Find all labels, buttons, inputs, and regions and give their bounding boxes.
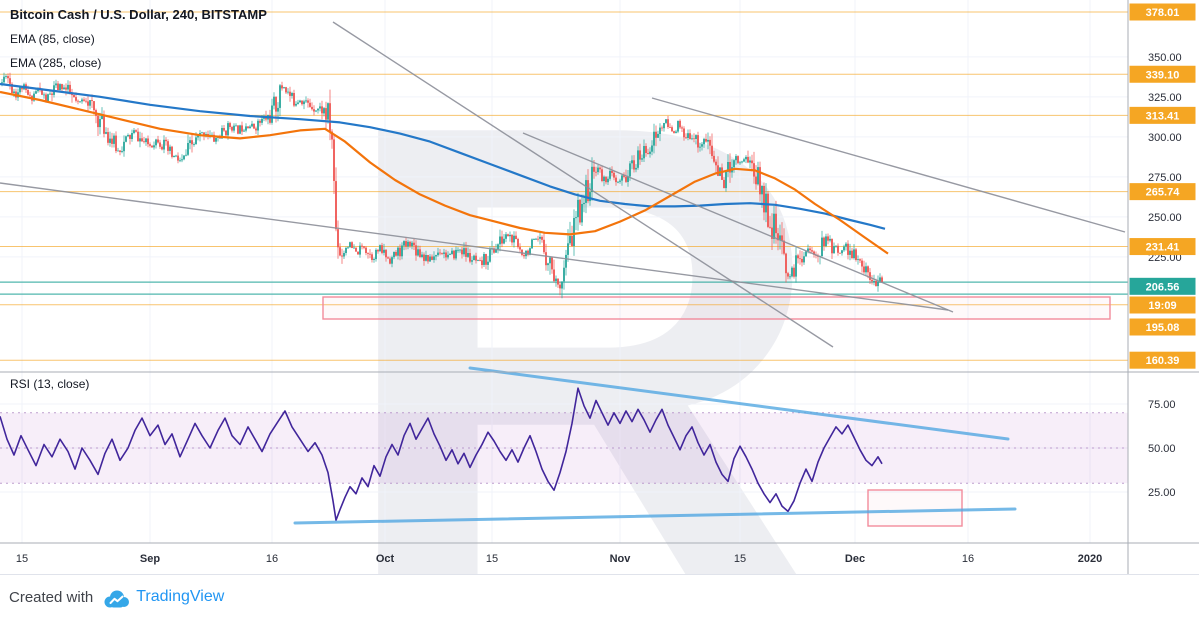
tradingview-cloud-logo-icon: [101, 588, 131, 609]
axis-tick-label: 350.00: [1148, 52, 1182, 64]
rsi-series: [0, 387, 883, 521]
svg-text:231.41: 231.41: [1146, 242, 1180, 254]
blue-trendlines[interactable]: [293, 366, 1017, 525]
level-price-label[interactable]: [1129, 318, 1196, 336]
chart-canvas[interactable]: 350.00325.00300.00275.00250.00225.0075.0…: [0, 0, 1199, 575]
time-axis-labels[interactable]: 15 Sep 16 Oct 15 Nov 15 Dec 16 2020: [16, 553, 1102, 565]
created-with-text: Created with: [9, 588, 94, 606]
candlestick-series: [1, 72, 883, 299]
gray-trendlines[interactable]: [0, 21, 1126, 348]
time-tick-label: Dec: [845, 553, 865, 565]
gridlines: [0, 0, 1128, 543]
time-tick-label: Sep: [140, 553, 160, 565]
level-price-label[interactable]: [1129, 183, 1196, 201]
svg-text:265.74: 265.74: [1146, 187, 1181, 199]
axis-tick-label: 250.00: [1148, 212, 1182, 224]
axis-tick-label: 75.00: [1148, 399, 1176, 411]
axis-tick-label: 325.00: [1148, 92, 1182, 104]
axis-tick-label: 50.00: [1148, 443, 1176, 455]
ema-85-line: [0, 90, 889, 255]
axis-tick-label: 275.00: [1148, 172, 1182, 184]
axis-tick-label: 300.00: [1148, 132, 1182, 144]
time-tick-label: 16: [962, 553, 974, 565]
rsi-band: [0, 412, 1128, 484]
axis-tick-label: 25.00: [1148, 487, 1176, 499]
level-price-label[interactable]: [1129, 238, 1196, 256]
time-tick-label: 15: [734, 553, 746, 565]
symbol-title[interactable]: Bitcoin Cash / U.S. Dollar, 240, BITSTAM…: [10, 7, 267, 22]
svg-text:313.41: 313.41: [1146, 110, 1180, 122]
tradingview-brand-link[interactable]: TradingView: [136, 588, 225, 605]
level-price-label[interactable]: [1129, 65, 1196, 83]
level-price-label[interactable]: [1129, 3, 1196, 21]
price-level-labels[interactable]: 378.01 339.10 313.41 265.74 231.41 195.08 160.…: [1129, 3, 1196, 369]
bar-countdown-label[interactable]: [1129, 296, 1196, 314]
panel-borders: [0, 0, 1199, 575]
svg-text:339.10: 339.10: [1146, 69, 1180, 81]
time-tick-label: 15: [16, 553, 28, 565]
svg-text:19:09: 19:09: [1148, 300, 1176, 312]
svg-text:206.56: 206.56: [1146, 281, 1180, 293]
pink-highlight-boxes[interactable]: [322, 296, 1111, 527]
time-tick-label: Nov: [610, 553, 632, 565]
time-tick-label: 2020: [1078, 553, 1102, 565]
level-price-label[interactable]: [1129, 351, 1196, 369]
indicator-ema85-label[interactable]: EMA (85, close): [10, 32, 95, 46]
svg-text:378.01: 378.01: [1146, 7, 1180, 19]
svg-text:195.08: 195.08: [1146, 322, 1180, 334]
indicator-ema285-label[interactable]: EMA (285, close): [10, 56, 102, 70]
current-price-label[interactable]: [1129, 277, 1196, 295]
time-tick-label: Oct: [376, 553, 395, 565]
footer-bar: Created with TradingView: [0, 575, 1199, 619]
time-tick-label: 16: [266, 553, 278, 565]
ema-lines: [0, 82, 889, 255]
svg-text:160.39: 160.39: [1146, 355, 1180, 367]
ema-285-line: [0, 82, 886, 230]
level-price-label[interactable]: [1129, 106, 1196, 124]
time-tick-label: 15: [486, 553, 498, 565]
indicator-rsi-label[interactable]: RSI (13, close): [10, 377, 90, 391]
